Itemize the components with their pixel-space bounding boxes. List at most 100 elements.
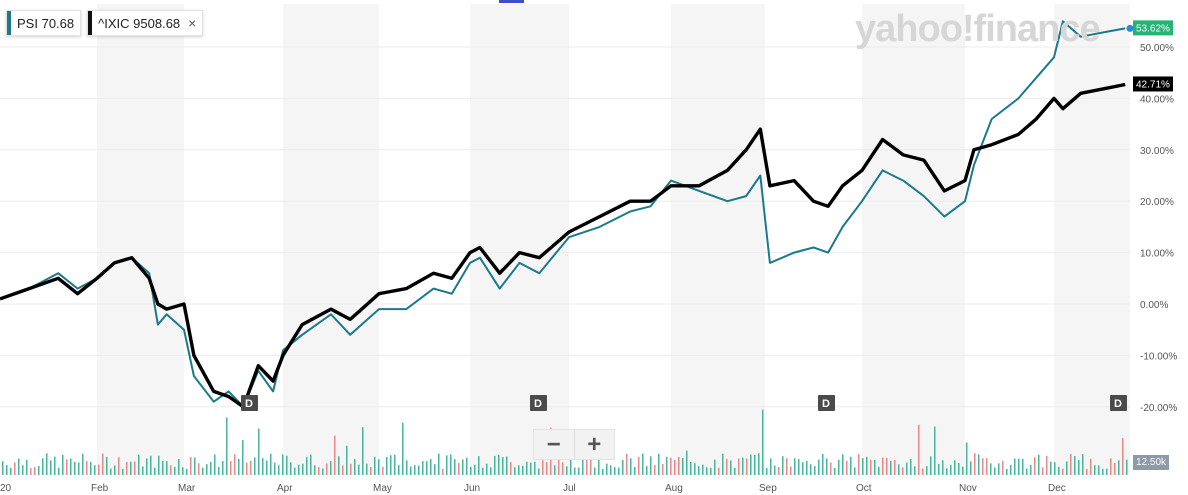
volume-bar bbox=[394, 454, 396, 475]
series-last-badge bbox=[1133, 20, 1173, 36]
volume-bar bbox=[566, 466, 568, 475]
volume-bar bbox=[354, 459, 356, 475]
y-tick-label: -20.00% bbox=[1140, 403, 1177, 414]
volume-bar bbox=[646, 466, 648, 475]
volume-bar bbox=[1066, 461, 1068, 475]
volume-bar bbox=[374, 457, 376, 475]
volume-bar bbox=[870, 459, 872, 475]
volume-bar bbox=[314, 465, 316, 475]
volume-bar bbox=[662, 463, 664, 475]
volume-bar bbox=[174, 466, 176, 475]
volume-bar bbox=[898, 464, 900, 475]
volume-bar bbox=[198, 463, 200, 475]
volume-bar bbox=[78, 462, 80, 475]
yahoo-finance-logo: yahoo!finance bbox=[855, 8, 1101, 50]
dividend-marker bbox=[530, 395, 547, 411]
volume-bar bbox=[522, 465, 524, 475]
volume-bar bbox=[794, 458, 796, 475]
x-tick-label: Dec bbox=[1048, 483, 1066, 494]
zoom-in-button[interactable]: + bbox=[573, 430, 615, 459]
dividend-marker-label: D bbox=[245, 398, 253, 410]
volume-bar bbox=[266, 460, 268, 475]
volume-bar bbox=[286, 455, 288, 475]
volume-bar bbox=[254, 457, 256, 475]
volume-bar bbox=[714, 459, 716, 475]
close-icon[interactable]: × bbox=[188, 15, 197, 31]
x-tick-label: Jun bbox=[464, 483, 480, 494]
volume-bar bbox=[1058, 466, 1060, 475]
volume-bar bbox=[294, 467, 296, 475]
volume-bar bbox=[810, 464, 812, 475]
volume-bar bbox=[774, 465, 776, 475]
x-tick-label: May bbox=[373, 483, 392, 494]
volume-bar bbox=[950, 465, 952, 475]
volume-bar bbox=[322, 468, 324, 475]
volume-bar bbox=[442, 468, 444, 475]
ixic-color-swatch bbox=[88, 11, 93, 35]
volume-bar bbox=[210, 461, 212, 475]
volume-bar bbox=[106, 457, 108, 475]
volume-bar bbox=[1114, 463, 1116, 475]
volume-bar bbox=[390, 455, 392, 475]
volume-bar bbox=[966, 442, 968, 475]
volume-bar bbox=[454, 459, 456, 475]
volume-bar bbox=[162, 461, 164, 475]
top-range-indicator bbox=[499, 0, 524, 3]
volume-bar bbox=[678, 456, 680, 475]
zoom-out-button[interactable]: − bbox=[546, 430, 561, 458]
volume-bar bbox=[434, 464, 436, 475]
volume-bar bbox=[918, 424, 920, 475]
volume-bar bbox=[930, 456, 932, 475]
volume-bar bbox=[754, 455, 756, 475]
volume-bar bbox=[862, 458, 864, 475]
volume-bar bbox=[242, 440, 244, 475]
volume-bar bbox=[2, 461, 4, 475]
volume-bar bbox=[622, 459, 624, 475]
volume-bar bbox=[598, 457, 600, 475]
volume-bar bbox=[366, 463, 368, 475]
volume-bar bbox=[766, 468, 768, 475]
volume-bar bbox=[1042, 467, 1044, 475]
volume-bar bbox=[482, 467, 484, 475]
volume-bar bbox=[1102, 468, 1104, 475]
volume-bar bbox=[406, 460, 408, 475]
volume-bar bbox=[70, 458, 72, 475]
volume-bar bbox=[666, 456, 668, 475]
volume-bar bbox=[922, 468, 924, 475]
volume-bar bbox=[426, 461, 428, 475]
volume-bar bbox=[122, 468, 124, 475]
volume-bar bbox=[954, 460, 956, 475]
volume-bar bbox=[214, 454, 216, 475]
volume-bar bbox=[886, 457, 888, 475]
y-tick-label: 40.00% bbox=[1140, 94, 1174, 105]
volume-bar bbox=[178, 459, 180, 475]
volume-bar bbox=[910, 459, 912, 475]
volume-bar bbox=[166, 461, 168, 475]
volume-bar bbox=[330, 461, 332, 475]
ixic-symbol: ^IXIC bbox=[98, 15, 130, 31]
volume-bar bbox=[854, 467, 856, 475]
volume-bar bbox=[534, 461, 536, 475]
volume-bar bbox=[290, 462, 292, 475]
volume-bar bbox=[90, 461, 92, 475]
volume-bar bbox=[1054, 462, 1056, 475]
month-band bbox=[671, 4, 765, 475]
volume-bar bbox=[750, 454, 752, 475]
legend-chip-psi[interactable]: PSI 70.68 bbox=[6, 10, 82, 36]
volume-bar bbox=[934, 426, 936, 475]
month-band bbox=[470, 4, 569, 475]
volume-bar bbox=[882, 457, 884, 475]
legend-chip-ixic[interactable]: ^IXIC 9508.68 × bbox=[87, 10, 204, 36]
volume-bar bbox=[1078, 460, 1080, 475]
volume-bar bbox=[102, 453, 104, 475]
series-last-badge bbox=[1133, 76, 1173, 92]
volume-bar bbox=[558, 454, 560, 475]
volume-bar bbox=[702, 464, 704, 475]
volume-bar bbox=[274, 462, 276, 475]
volume-bar bbox=[190, 457, 192, 475]
volume-bar bbox=[306, 457, 308, 475]
y-tick-label: 30.00% bbox=[1140, 146, 1174, 157]
x-tick-label: Apr bbox=[277, 483, 293, 494]
volume-bar bbox=[34, 467, 36, 475]
